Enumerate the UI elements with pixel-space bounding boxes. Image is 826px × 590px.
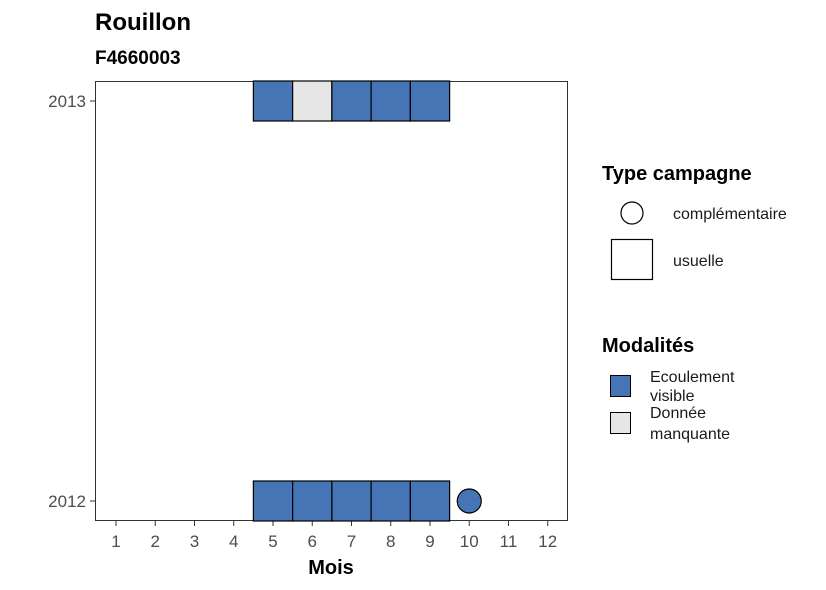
legend-mod-label-ecoulement-2: visible <box>650 388 695 405</box>
cell-2013-6 <box>292 80 333 122</box>
x-tick-label: 7 <box>347 532 356 551</box>
legend-type-label-usuelle: usuelle <box>673 253 724 270</box>
x-tick-label: 12 <box>538 532 557 551</box>
legend-mod-title: Modalités <box>602 335 694 357</box>
cell-2012-8 <box>370 480 411 522</box>
x-axis: 1 2 3 4 5 6 7 8 9 10 11 12 <box>111 521 557 551</box>
cell-2013-7 <box>331 80 372 122</box>
x-tick-label: 10 <box>460 532 479 551</box>
y-tick-label: 2012 <box>48 492 86 511</box>
legend-mod-label-donnee-2: manquante <box>650 426 730 443</box>
cell-2012-6 <box>292 480 333 522</box>
legend-square-key <box>610 238 654 281</box>
x-tick-label: 1 <box>111 532 120 551</box>
x-tick-label: 9 <box>425 532 434 551</box>
legend-modalites: Modalités Ecoulement visible Donnée manq… <box>602 335 735 443</box>
x-tick-label: 11 <box>500 532 518 551</box>
cell-2012-9 <box>409 480 451 522</box>
legend-type-label-complementaire: complémentaire <box>673 206 787 223</box>
cell-2013-9 <box>409 80 451 122</box>
x-tick-label: 4 <box>229 532 238 551</box>
legend-type-title: Type campagne <box>602 163 752 185</box>
legend-circle-key <box>620 201 644 225</box>
legend-key-donnee-manquante <box>610 412 631 434</box>
legend-mod-label-donnee-1: Donnée <box>650 405 706 422</box>
cell-2012-7 <box>331 480 372 522</box>
cell-2013-8 <box>370 80 411 122</box>
x-tick-label: 3 <box>190 532 199 551</box>
x-tick-label: 5 <box>268 532 277 551</box>
x-axis-title: Mois <box>308 557 354 579</box>
plot-panel <box>95 81 568 521</box>
chart-subtitle: F4660003 <box>95 48 181 69</box>
x-tick-label: 6 <box>308 532 317 551</box>
point-2012-10 <box>456 488 482 514</box>
chart-title: Rouillon <box>95 9 191 36</box>
x-tick-label: 8 <box>386 532 395 551</box>
y-axis: 2012 2013 <box>48 92 95 511</box>
legend-type-campagne: Type campagne complémentaire usuelle <box>602 163 787 281</box>
cell-2013-5 <box>252 80 294 122</box>
legend-mod-label-ecoulement-1: Ecoulement <box>650 369 735 386</box>
data-marks <box>252 80 482 522</box>
y-tick-label: 2013 <box>48 92 86 111</box>
cell-2012-5 <box>252 480 294 522</box>
x-tick-label: 2 <box>151 532 160 551</box>
legend-key-ecoulement-visible <box>610 375 631 397</box>
